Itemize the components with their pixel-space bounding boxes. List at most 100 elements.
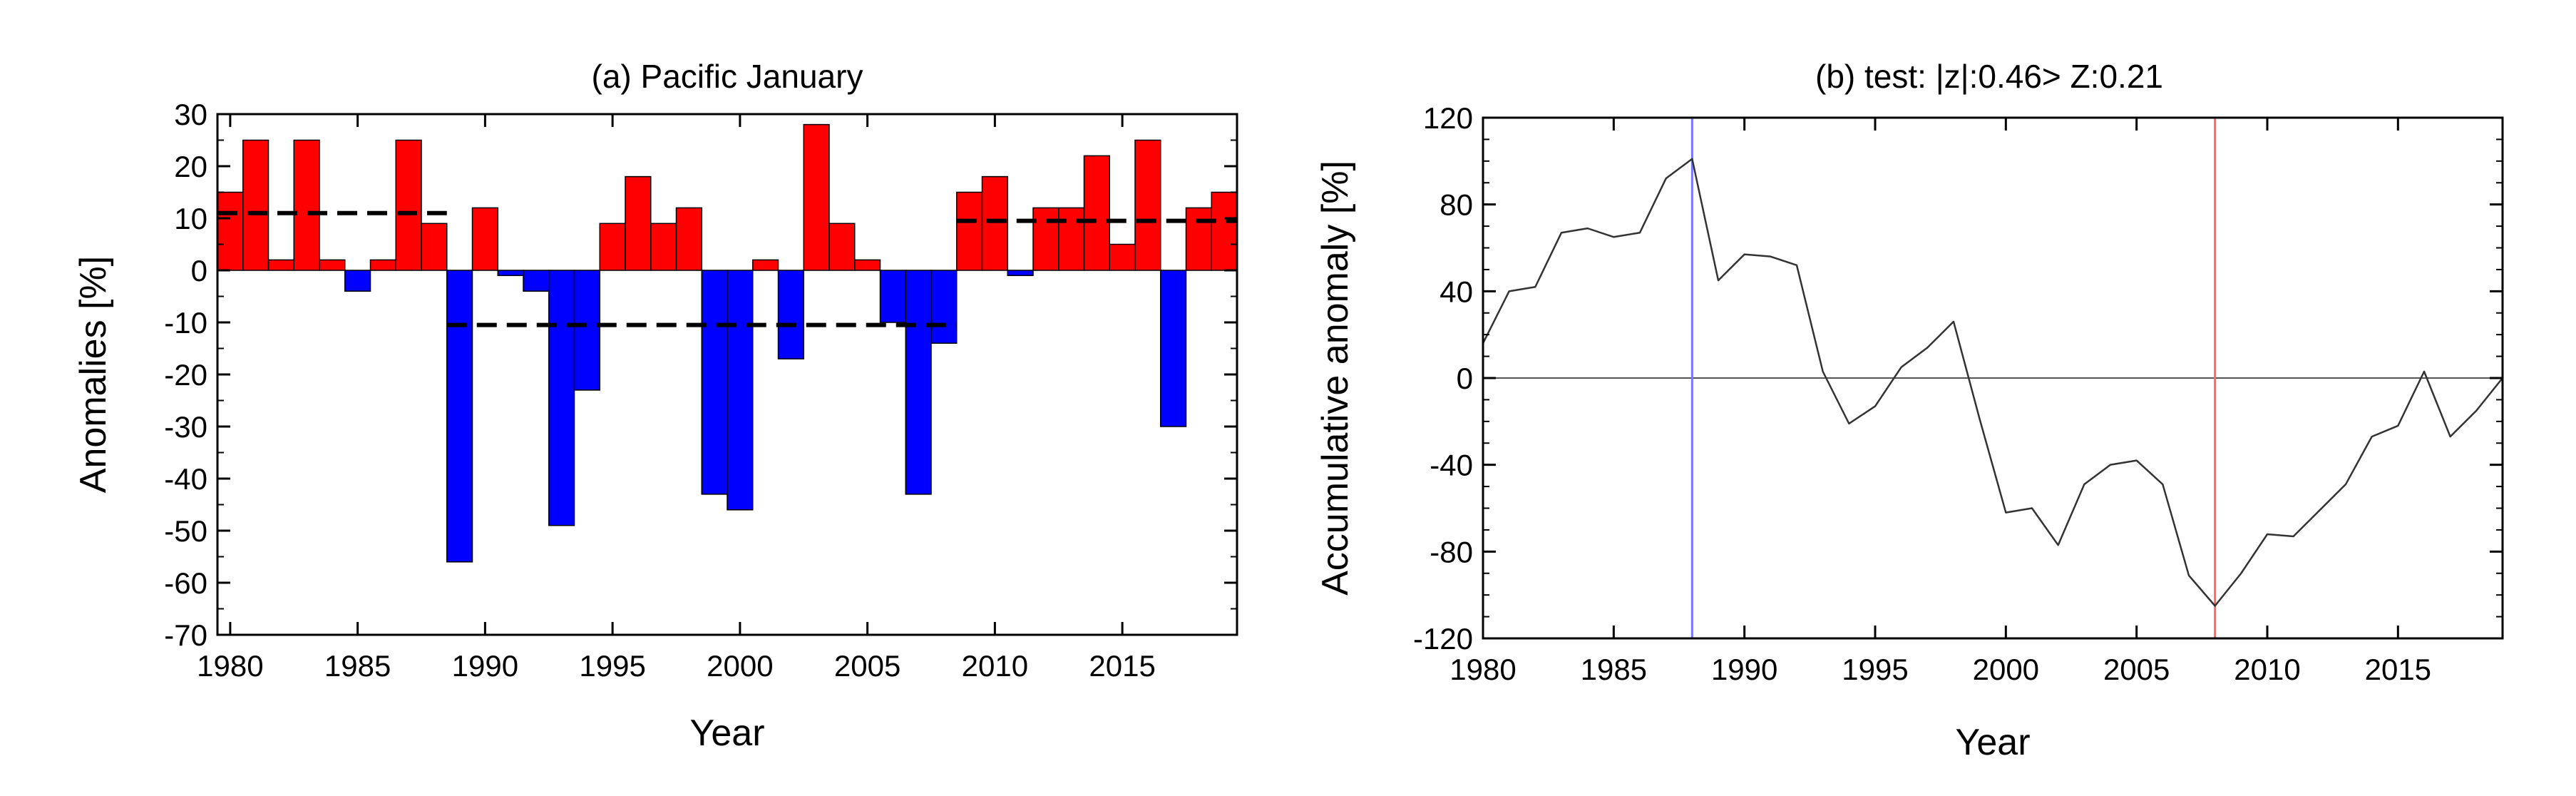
panel-a-bar-chart: (a) Pacific January 3020100-10-20-30-40-…	[73, 58, 1238, 754]
y-tick-label: -20	[164, 358, 207, 392]
point-1982	[1534, 286, 1536, 288]
point-2018	[2475, 409, 2478, 412]
point-1986	[1639, 232, 1641, 234]
point-2014	[2371, 436, 2373, 437]
x-tick-label: 2010	[962, 649, 1028, 683]
x-tick-label: 1980	[1449, 653, 1516, 686]
x-tick-label: 2005	[2103, 653, 2170, 686]
point-1992	[1796, 265, 1797, 266]
bar-1980	[217, 191, 244, 271]
y-tick-label: -30	[164, 410, 207, 444]
point-2002	[2057, 544, 2059, 546]
bar-2006	[879, 270, 906, 323]
point-1983	[1561, 232, 1562, 234]
x-tick-label: 1985	[324, 649, 391, 683]
x-tick-label: 2015	[1089, 649, 1155, 683]
x-tick-label: 1990	[1711, 653, 1777, 686]
y-tick-label: -60	[164, 566, 207, 600]
bar-1984	[319, 259, 346, 271]
point-2016	[2423, 371, 2425, 372]
point-2005	[2135, 459, 2138, 461]
point-1989	[1718, 280, 1719, 281]
panel-a-title: (a) Pacific January	[592, 58, 863, 95]
x-tick-label: 2000	[707, 649, 773, 683]
point-1994	[1848, 423, 1850, 424]
point-2007	[2188, 574, 2190, 576]
bar-1986	[369, 259, 396, 271]
bar-1985	[344, 270, 371, 292]
point-2011	[2292, 536, 2294, 537]
y-tick-label: -80	[1430, 535, 1473, 568]
point-2006	[2162, 484, 2164, 485]
bar-1990	[471, 207, 498, 271]
x-tick-label: 1980	[197, 649, 263, 683]
bar-1983	[293, 139, 320, 271]
x-tick-label: 1995	[1842, 653, 1908, 686]
bar-2008	[930, 270, 958, 344]
y-tick-label: 10	[174, 202, 207, 235]
point-2003	[2083, 484, 2085, 485]
point-2000	[2005, 511, 2007, 514]
y-tick-label: -70	[164, 618, 207, 652]
point-1997	[1926, 347, 1929, 349]
bar-2001	[752, 259, 779, 271]
bar-1999	[701, 270, 728, 495]
bar-2013	[1058, 207, 1085, 271]
bar-1998	[675, 207, 702, 271]
bar-1988	[421, 223, 448, 271]
bar-2012	[1032, 207, 1059, 271]
point-1998	[1953, 321, 1954, 322]
bar-2016	[1134, 139, 1161, 271]
bar-2015	[1109, 243, 1136, 271]
panel-b-y-axis-label: Accumulative anomaly [%]	[1315, 160, 1356, 596]
x-tick-label: 2010	[2234, 653, 2300, 686]
y-tick-label: -50	[164, 514, 207, 548]
x-tick-label: 2005	[834, 649, 900, 683]
point-2017	[2449, 436, 2451, 437]
bar-1997	[650, 223, 677, 271]
bar-2011	[1007, 270, 1034, 277]
accumulative-anomaly-series	[1482, 158, 2503, 607]
bar-1992	[523, 270, 550, 292]
y-tick-label: 0	[191, 254, 207, 287]
x-tick-label: 2000	[1973, 653, 2039, 686]
y-tick-label: -40	[1430, 449, 1473, 482]
point-2010	[2267, 534, 2268, 535]
bar-1993	[548, 270, 575, 526]
bar-2005	[854, 259, 881, 271]
point-1999	[1979, 418, 1981, 420]
point-2004	[2110, 464, 2111, 466]
point-1985	[1613, 236, 1615, 238]
point-1996	[1900, 366, 1902, 368]
point-1984	[1586, 228, 1589, 229]
panel-b-title: (b) test: |z|:0.46> Z:0.21	[1815, 58, 2163, 95]
point-1990	[1743, 253, 1745, 255]
bar-2017	[1160, 270, 1187, 427]
bar-2014	[1083, 155, 1110, 271]
y-tick-label: 120	[1423, 101, 1473, 135]
point-1988	[1691, 158, 1693, 160]
x-tick-label: 1990	[452, 649, 518, 683]
panel-a-x-axis-label: Year	[689, 713, 764, 754]
bar-1991	[497, 270, 524, 277]
panel-b-x-axis-label: Year	[1955, 722, 2030, 763]
point-1987	[1665, 178, 1667, 179]
point-1993	[1822, 371, 1824, 372]
bar-1996	[625, 175, 652, 271]
point-2009	[2240, 572, 2242, 574]
bar-1987	[395, 139, 422, 271]
point-2013	[2345, 484, 2346, 485]
bar-2003	[803, 123, 830, 271]
point-2015	[2397, 425, 2399, 427]
bar-1994	[573, 270, 600, 391]
bar-1995	[599, 223, 626, 271]
bar-2009	[956, 191, 983, 271]
y-tick-label: 0	[1457, 362, 1473, 395]
y-tick-label: 40	[1440, 275, 1473, 308]
y-tick-label: -10	[164, 306, 207, 340]
x-tick-label: 2015	[2365, 653, 2431, 686]
y-tick-label: -120	[1413, 622, 1473, 655]
bar-1981	[242, 139, 270, 271]
bar-2007	[905, 270, 932, 495]
